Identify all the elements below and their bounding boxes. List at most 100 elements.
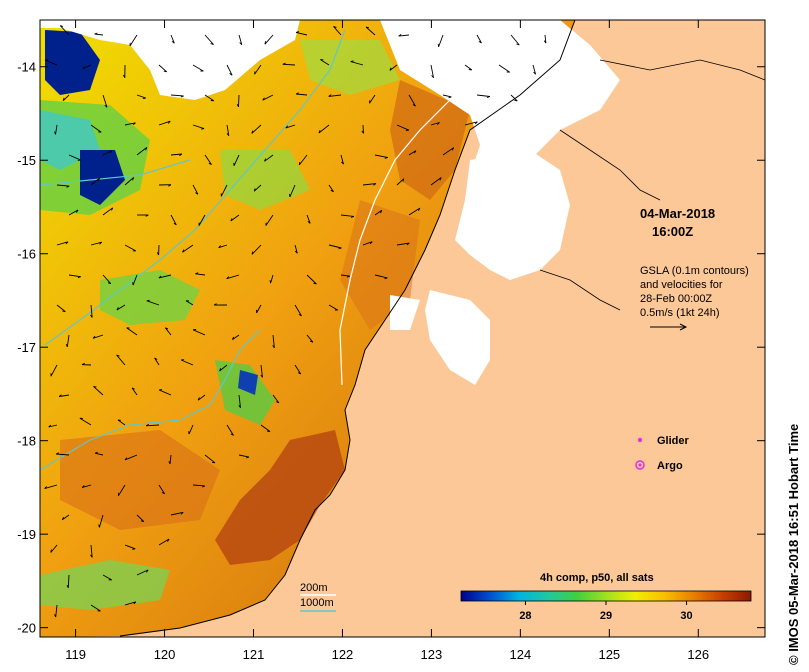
- velocity-arrow: [164, 327, 172, 336]
- velocity-arrow-head: [94, 451, 98, 454]
- gsla-line-1: GSLA (0.1m contours): [640, 265, 749, 277]
- velocity-arrow: [262, 94, 274, 101]
- velocity-arrow-head: [398, 34, 402, 37]
- velocity-arrow: [62, 94, 70, 102]
- velocity-arrow-head: [238, 405, 241, 409]
- velocity-arrow: [430, 64, 434, 78]
- velocity-arrow-head: [213, 303, 217, 306]
- velocity-arrow-head: [269, 280, 272, 284]
- velocity-arrow-head: [389, 67, 392, 71]
- velocity-arrow-head: [226, 133, 230, 136]
- cool-patch: [215, 360, 275, 425]
- velocity-arrow: [158, 484, 165, 495]
- velocity-arrow: [44, 59, 58, 66]
- velocity-arrows: [44, 25, 547, 618]
- velocity-arrow-head: [264, 41, 267, 45]
- velocity-arrow: [464, 64, 473, 71]
- velocity-arrow-head: [54, 614, 57, 618]
- x-tick-label: 122: [332, 647, 354, 662]
- velocity-arrow-head: [294, 250, 298, 254]
- velocity-arrow: [396, 242, 410, 246]
- velocity-arrow-head: [132, 122, 136, 126]
- velocity-arrow: [233, 154, 240, 166]
- velocity-arrow: [544, 34, 547, 44]
- velocity-arrow-head: [338, 247, 342, 250]
- velocity-arrow-head: [62, 310, 66, 313]
- cloud-area: [390, 295, 420, 330]
- y-tick-label: -20: [17, 621, 36, 636]
- velocity-arrow: [131, 387, 138, 396]
- velocity-arrow: [192, 64, 204, 72]
- gsla-line-2: and velocities for: [640, 279, 723, 291]
- velocity-arrow-head: [44, 486, 48, 489]
- velocity-arrow-head: [93, 385, 97, 388]
- velocity-arrow: [365, 26, 376, 36]
- velocity-arrow-head: [66, 584, 69, 588]
- velocity-arrow: [170, 153, 182, 156]
- velocity-arrow-head: [230, 433, 234, 436]
- velocity-arrow: [158, 389, 172, 396]
- velocity-arrow: [476, 94, 490, 97]
- velocity-arrow: [362, 124, 364, 134]
- velocity-arrow-head: [341, 161, 344, 165]
- velocity-arrow: [253, 184, 262, 192]
- velocity-arrow-head: [161, 492, 165, 495]
- velocity-arrow: [374, 274, 388, 279]
- velocity-arrow: [226, 274, 240, 280]
- velocity-arrow: [295, 93, 308, 96]
- velocity-arrow-head: [350, 215, 355, 218]
- velocity-arrow: [218, 244, 228, 249]
- velocity-arrow-head: [111, 207, 114, 211]
- velocity-arrow: [306, 274, 317, 285]
- velocity-arrow: [154, 357, 160, 366]
- velocity-arrow-head: [168, 184, 172, 187]
- velocity-arrow-head: [330, 189, 334, 193]
- velocity-arrow-head: [55, 452, 60, 455]
- velocity-arrow: [430, 122, 440, 126]
- velocity-arrow: [102, 574, 112, 581]
- velocity-arrow: [55, 604, 58, 618]
- velocity-arrow: [170, 214, 177, 226]
- velocity-arrow: [398, 34, 410, 37]
- velocity-arrow: [90, 124, 102, 133]
- velocity-arrow: [251, 124, 262, 134]
- velocity-arrow-head: [328, 94, 332, 97]
- velocity-arrow: [102, 207, 113, 216]
- velocity-arrow: [192, 124, 205, 130]
- velocity-arrow: [124, 601, 137, 606]
- velocity-arrow-head: [219, 368, 222, 372]
- velocity-arrow: [90, 604, 101, 612]
- velocity-arrow-head: [202, 485, 206, 488]
- velocity-arrow: [230, 214, 240, 222]
- velocity-arrow-head: [229, 73, 233, 76]
- glider-label: Glider: [657, 435, 690, 447]
- depth-1000m-label: 1000m: [300, 597, 334, 609]
- velocity-arrow: [116, 304, 126, 311]
- velocity-arrow: [374, 209, 383, 216]
- velocity-arrow-head: [431, 75, 434, 78]
- velocity-arrow: [272, 394, 280, 404]
- colorbar-tick-label: 28: [519, 610, 531, 622]
- velocity-arrow-head: [543, 40, 547, 44]
- velocity-arrow-head: [333, 25, 337, 28]
- velocity-arrow-head: [77, 276, 81, 279]
- velocity-arrow-head: [282, 62, 286, 65]
- velocity-arrow-head: [182, 249, 185, 253]
- velocity-arrow-head: [66, 185, 70, 188]
- velocity-arrow-head: [226, 276, 230, 280]
- velocity-arrow: [306, 214, 311, 224]
- velocity-arrow: [340, 154, 344, 165]
- velocity-arrow: [328, 184, 334, 192]
- velocity-arrow: [136, 569, 149, 576]
- velocity-arrow-head: [474, 121, 478, 125]
- velocity-arrow-head: [298, 161, 301, 166]
- velocity-arrow-head: [145, 214, 149, 217]
- velocity-arrow: [219, 364, 228, 372]
- velocity-arrow: [102, 94, 108, 108]
- velocity-arrow: [55, 124, 58, 135]
- y-axis: -14 -15 -16 -17 -18 -19 -20: [17, 60, 765, 636]
- isobath-1000m: [40, 329, 261, 471]
- y-tick-label: -19: [17, 527, 36, 542]
- velocity-arrow-head: [230, 218, 233, 222]
- velocity-arrow: [260, 424, 271, 432]
